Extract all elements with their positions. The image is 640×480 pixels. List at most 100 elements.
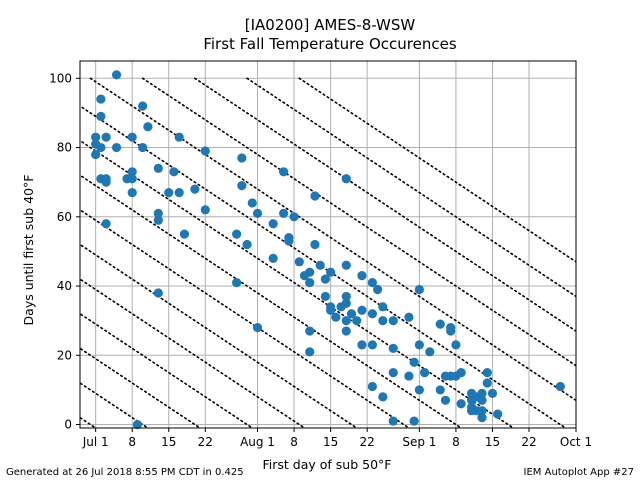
y-tick-label: 0: [64, 418, 72, 432]
x-tick-label: Aug 1: [240, 435, 275, 449]
data-point: [466, 395, 477, 405]
data-point: [200, 205, 210, 215]
data-point: [268, 219, 278, 229]
data-point: [127, 167, 137, 177]
chart-title: [IA0200] AMES-8-WSW: [245, 16, 416, 34]
data-point: [111, 70, 122, 80]
data-point: [466, 406, 477, 416]
data-point: [96, 142, 106, 153]
guide-line: [80, 105, 568, 428]
data-point: [268, 253, 278, 263]
data-point: [409, 357, 419, 367]
data-point: [451, 340, 461, 350]
data-point: [190, 184, 200, 194]
data-point: [247, 198, 257, 208]
guide-line: [194, 77, 576, 333]
guide-line: [0, 78, 12, 442]
data-point: [305, 277, 315, 288]
x-axis-label: First day of sub 50°F: [263, 457, 392, 472]
data-point: [305, 347, 315, 357]
data-point: [477, 395, 487, 405]
data-point: [456, 399, 466, 409]
data-point: [440, 395, 451, 405]
data-point: [336, 302, 346, 312]
data-point: [294, 257, 304, 267]
data-point: [414, 385, 424, 395]
data-point: [232, 277, 242, 288]
x-tick-label: 22: [360, 435, 375, 449]
data-point: [101, 177, 111, 187]
data-point: [101, 132, 111, 142]
data-point: [111, 142, 122, 153]
data-point: [555, 381, 565, 392]
grid: [80, 61, 577, 428]
data-point: [153, 163, 163, 173]
data-point: [357, 305, 367, 315]
data-point: [153, 208, 163, 218]
x-tick-label: 22: [198, 435, 213, 449]
data-point: [179, 229, 190, 239]
data-point: [310, 239, 320, 250]
x-tick-label: 8: [452, 435, 460, 449]
x-tick-label: 22: [521, 435, 536, 449]
data-point: [367, 277, 377, 288]
data-point: [388, 368, 398, 378]
data-point: [279, 167, 289, 177]
data-point: [153, 215, 163, 225]
data-point: [153, 288, 163, 298]
y-tick-label: 100: [49, 71, 72, 85]
data-point: [174, 187, 184, 198]
data-point: [493, 409, 503, 419]
data-point: [409, 416, 419, 426]
data-point: [477, 406, 487, 416]
x-tick-label: 15: [161, 435, 176, 449]
plot-frame: [79, 60, 577, 429]
data-point: [91, 132, 101, 142]
chart-subtitle: First Fall Temperature Occurences: [203, 35, 457, 53]
data-point: [326, 267, 336, 277]
data-point: [487, 388, 498, 398]
guide-line: [298, 77, 576, 263]
data-point: [169, 167, 179, 177]
data-point: [404, 371, 414, 381]
data-point: [367, 381, 377, 392]
data-point: [367, 340, 377, 350]
data-point: [414, 340, 424, 350]
data-point: [341, 174, 351, 184]
data-point: [357, 271, 367, 281]
data-point: [419, 368, 430, 378]
data-point: [378, 392, 388, 402]
guide-line: [80, 174, 463, 428]
y-tick-label: 20: [57, 348, 72, 362]
data-point: [357, 340, 367, 350]
guide-line: [80, 208, 411, 428]
data-point: [388, 316, 398, 326]
data-point: [341, 260, 351, 270]
x-tick-label: Jul 1: [82, 435, 109, 449]
data-point: [232, 229, 242, 239]
guide-line: [80, 139, 515, 428]
data-point: [331, 312, 341, 322]
y-axis-label: Days until first sub 40°F: [21, 175, 36, 326]
data-point: [252, 208, 263, 218]
data-point: [310, 191, 320, 201]
data-point: [435, 385, 445, 395]
data-point: [367, 309, 377, 319]
data-point: [127, 187, 137, 198]
data-point: [482, 378, 492, 388]
data-point: [378, 316, 388, 326]
data-point: [143, 122, 153, 132]
y-tick-label: 60: [57, 210, 72, 224]
data-point: [252, 322, 263, 333]
data-point: [96, 94, 106, 104]
data-point: [482, 368, 492, 378]
data-point: [451, 371, 461, 381]
data-point: [477, 413, 487, 423]
data-point: [279, 208, 289, 218]
guide-line: [80, 347, 202, 428]
data-point: [425, 347, 435, 357]
data-point: [237, 153, 247, 163]
guide-line: [246, 77, 576, 298]
data-point: [435, 319, 445, 329]
